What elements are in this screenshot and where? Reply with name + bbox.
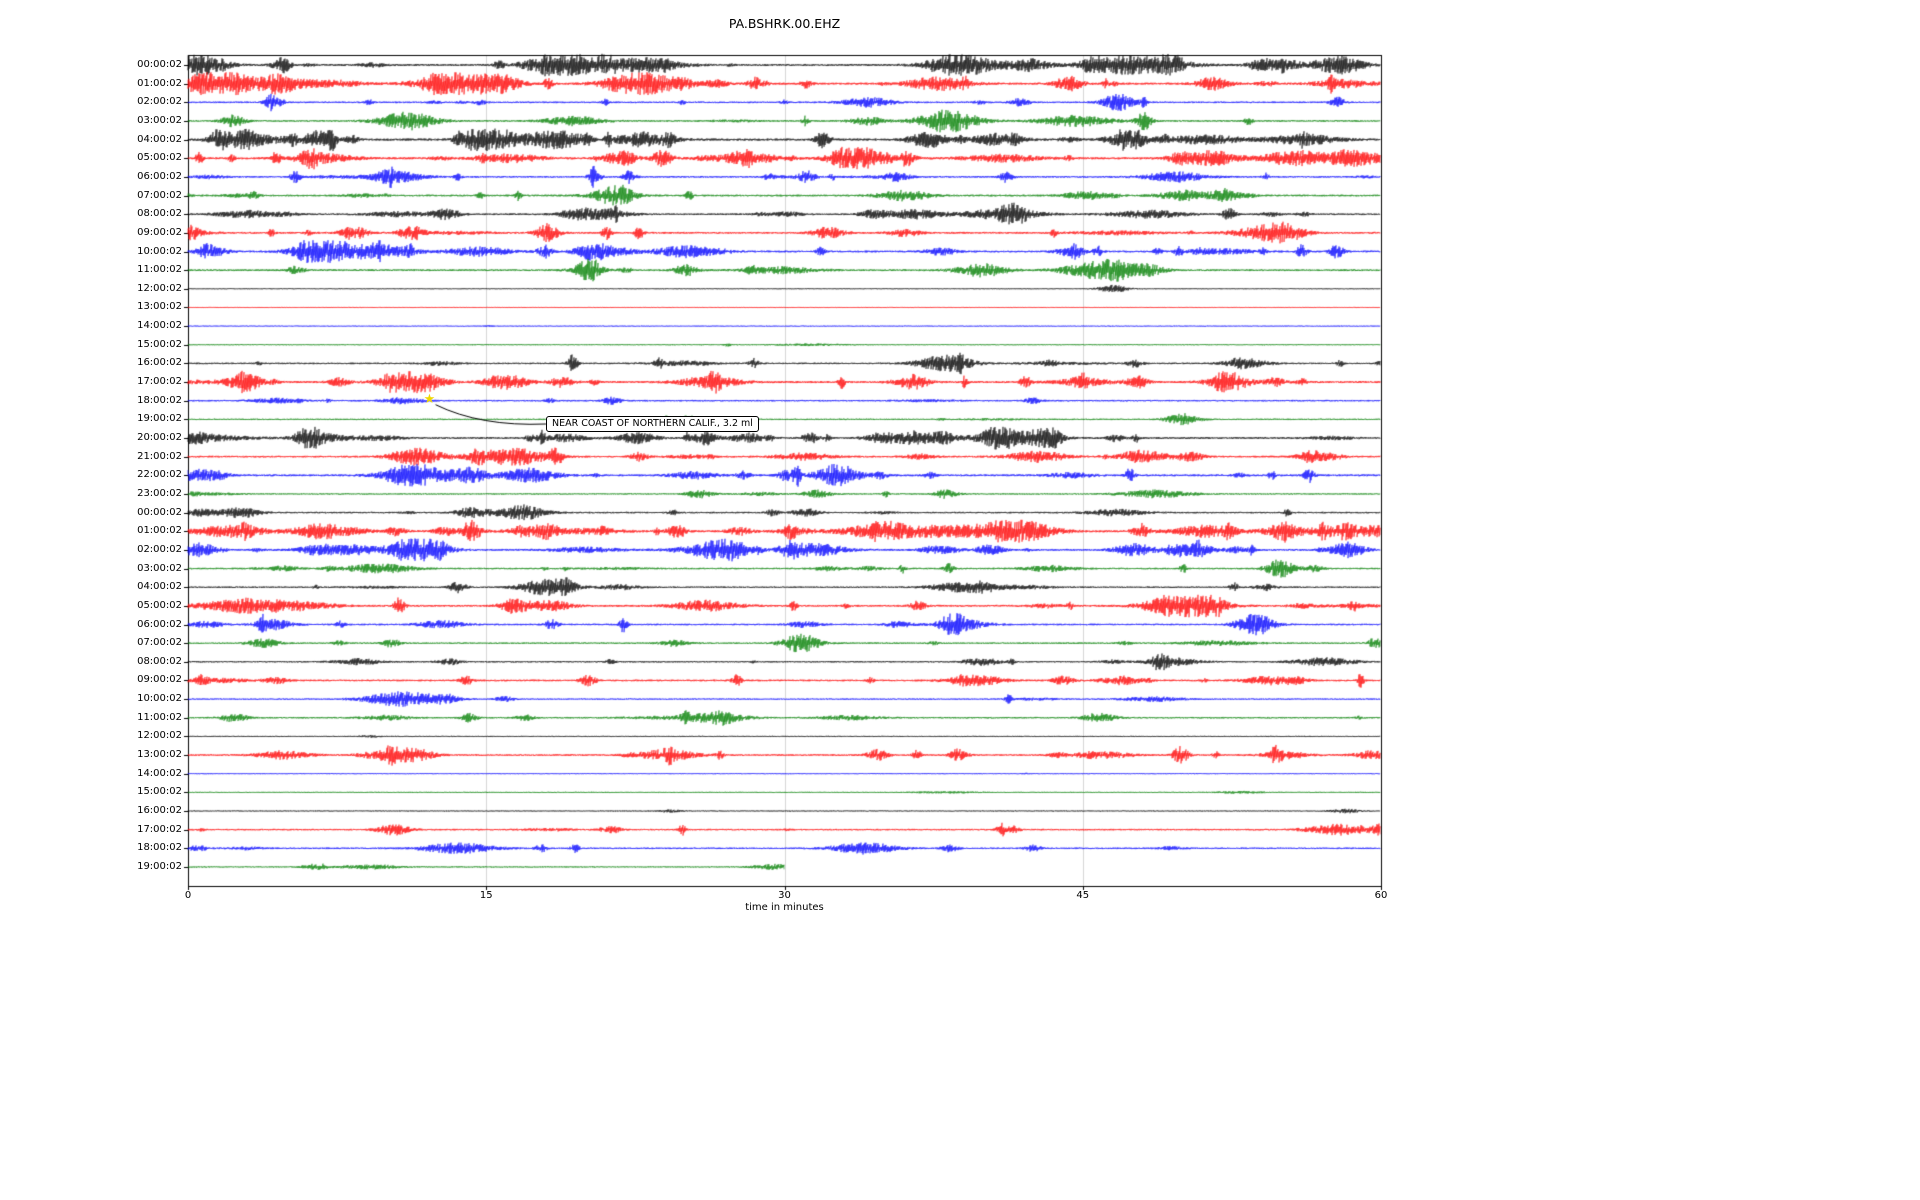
row-time-label: 13:00:02 (137, 749, 182, 761)
row-time-label: 00:00:02 (137, 506, 182, 518)
row-time-label: 19:00:02 (137, 860, 182, 872)
row-time-label: 16:00:02 (137, 357, 182, 369)
row-time-label: 13:00:02 (137, 301, 182, 313)
row-time-label: 15:00:02 (137, 786, 182, 798)
row-time-label: 10:00:02 (137, 245, 182, 257)
event-star-icon: ★ (423, 391, 436, 407)
row-time-label: 11:00:02 (137, 264, 182, 276)
row-time-label: 07:00:02 (137, 189, 182, 201)
row-time-label: 17:00:02 (137, 376, 182, 388)
x-axis-title: time in minutes (745, 902, 824, 913)
row-time-label: 14:00:02 (137, 767, 182, 779)
x-tick-label: 30 (778, 890, 791, 901)
row-time-label: 15:00:02 (137, 338, 182, 350)
row-time-label: 05:00:02 (137, 152, 182, 164)
row-time-label: 11:00:02 (137, 711, 182, 723)
row-time-label: 05:00:02 (137, 599, 182, 611)
row-time-label: 20:00:02 (137, 432, 182, 443)
row-time-label: 18:00:02 (137, 394, 182, 406)
row-time-label: 00:00:02 (137, 59, 182, 70)
row-time-label: 21:00:02 (137, 450, 182, 462)
row-time-label: 12:00:02 (137, 282, 182, 294)
row-time-label: 03:00:02 (137, 114, 182, 126)
row-time-label: 16:00:02 (137, 805, 182, 816)
row-time-label: 09:00:02 (137, 674, 182, 686)
row-time-label: 17:00:02 (137, 823, 182, 835)
x-tick-label: 60 (1374, 890, 1388, 901)
row-time-label: 02:00:02 (137, 96, 182, 108)
row-time-label: 07:00:02 (137, 637, 182, 649)
row-time-label: 03:00:02 (137, 562, 182, 574)
row-time-label: 19:00:02 (137, 413, 182, 425)
row-time-label: 22:00:02 (137, 469, 182, 481)
x-tick-label: 15 (479, 890, 493, 901)
row-time-label: 23:00:02 (137, 487, 182, 499)
row-time-label: 04:00:02 (137, 581, 182, 593)
row-time-label: 12:00:02 (137, 730, 182, 742)
x-tick-label: 45 (1076, 890, 1090, 901)
row-time-label: 18:00:02 (137, 842, 182, 854)
row-time-label: 08:00:02 (137, 655, 182, 667)
event-annotation-label: NEAR COAST OF NORTHERN CALIF., 3.2 ml (546, 416, 759, 432)
row-time-label: 14:00:02 (137, 320, 182, 332)
row-time-label: 06:00:02 (137, 170, 182, 182)
row-time-label: 04:00:02 (137, 133, 182, 145)
row-time-label: 06:00:02 (137, 618, 182, 630)
plot-title: PA.BSHRK.00.EHZ (728, 16, 841, 31)
row-time-label: 08:00:02 (137, 208, 182, 220)
x-tick-label: 0 (184, 890, 192, 901)
row-time-label: 09:00:02 (137, 226, 182, 238)
row-time-label: 01:00:02 (137, 77, 182, 89)
row-time-label: 10:00:02 (137, 693, 182, 705)
row-time-label: 01:00:02 (137, 525, 182, 537)
row-time-label: 02:00:02 (137, 543, 182, 555)
